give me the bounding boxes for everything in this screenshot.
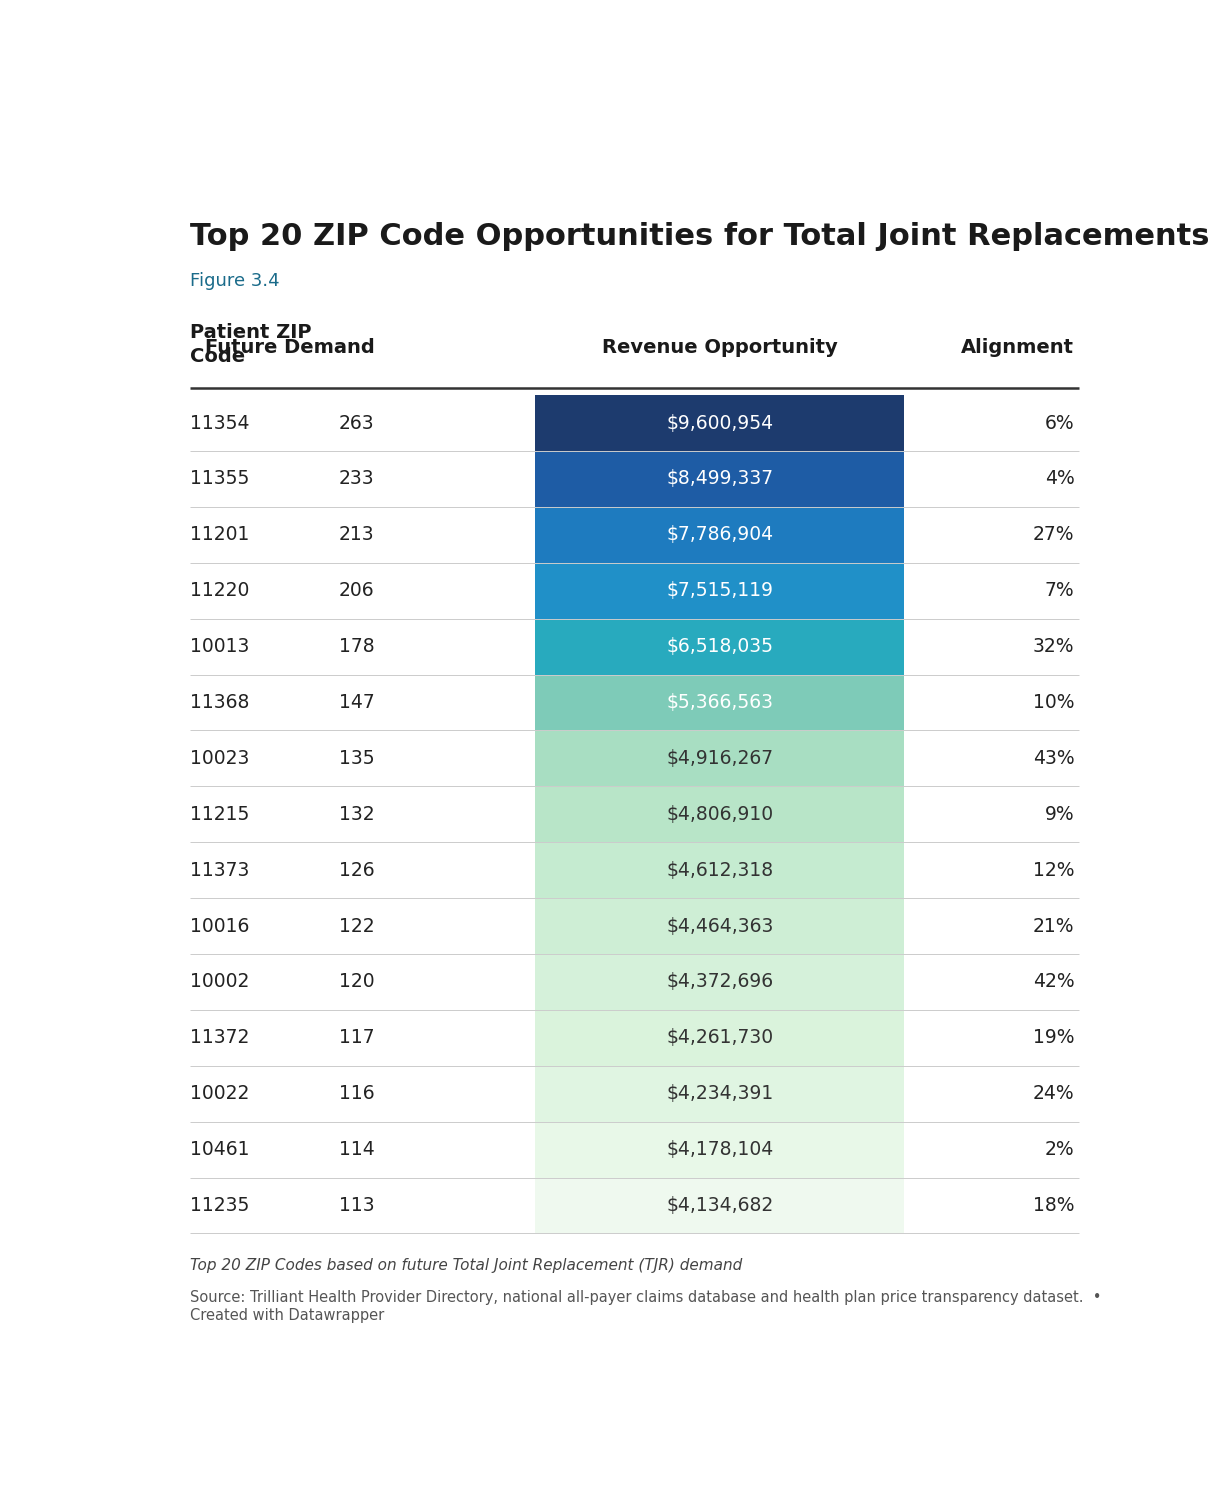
Text: 6%: 6% — [1044, 414, 1075, 432]
Text: Top 20 ZIP Codes based on future Total Joint Replacement (TJR) demand: Top 20 ZIP Codes based on future Total J… — [190, 1258, 743, 1273]
Text: $4,806,910: $4,806,910 — [666, 805, 773, 824]
Text: 42%: 42% — [1033, 972, 1075, 992]
Text: 7%: 7% — [1044, 581, 1075, 601]
Text: Top 20 ZIP Code Opportunities for Total Joint Replacements: Top 20 ZIP Code Opportunities for Total … — [190, 222, 1210, 251]
Text: $4,134,682: $4,134,682 — [666, 1196, 773, 1216]
Text: 122: 122 — [339, 917, 375, 936]
Text: 132: 132 — [339, 805, 375, 824]
Text: 11368: 11368 — [190, 693, 250, 713]
Text: $7,515,119: $7,515,119 — [666, 581, 773, 601]
Text: $9,600,954: $9,600,954 — [666, 414, 773, 432]
Text: 11355: 11355 — [190, 470, 250, 488]
Text: $4,178,104: $4,178,104 — [666, 1140, 773, 1160]
Bar — [536, 1010, 904, 1066]
Text: Revenue Opportunity: Revenue Opportunity — [601, 338, 838, 358]
Text: $4,464,363: $4,464,363 — [666, 917, 773, 936]
Bar — [536, 898, 904, 954]
Text: $4,234,391: $4,234,391 — [666, 1084, 773, 1104]
Text: $4,261,730: $4,261,730 — [666, 1028, 773, 1048]
Text: Figure 3.4: Figure 3.4 — [190, 272, 279, 290]
Text: $4,916,267: $4,916,267 — [666, 749, 773, 769]
Text: $4,372,696: $4,372,696 — [666, 972, 773, 992]
Text: 27%: 27% — [1033, 525, 1075, 544]
Text: $4,612,318: $4,612,318 — [666, 861, 773, 880]
Bar — [536, 787, 904, 843]
Text: 263: 263 — [339, 414, 375, 432]
Text: 120: 120 — [339, 972, 375, 992]
Text: 11372: 11372 — [190, 1028, 250, 1048]
Text: 206: 206 — [339, 581, 375, 601]
Text: 147: 147 — [339, 693, 375, 713]
Text: 10002: 10002 — [190, 972, 250, 992]
Text: 116: 116 — [339, 1084, 375, 1104]
Text: 9%: 9% — [1044, 805, 1075, 824]
Text: $8,499,337: $8,499,337 — [666, 470, 773, 488]
Bar — [536, 507, 904, 563]
Text: 10016: 10016 — [190, 917, 250, 936]
Bar — [536, 396, 904, 451]
Text: 10%: 10% — [1033, 693, 1075, 713]
Text: Patient ZIP
Code: Patient ZIP Code — [190, 323, 312, 365]
Bar — [536, 1066, 904, 1122]
Text: 11220: 11220 — [190, 581, 250, 601]
Bar — [536, 731, 904, 787]
Text: 213: 213 — [339, 525, 375, 544]
Bar — [536, 675, 904, 731]
Text: 135: 135 — [339, 749, 375, 769]
Text: 4%: 4% — [1044, 470, 1075, 488]
Text: $7,786,904: $7,786,904 — [666, 525, 773, 544]
Text: 113: 113 — [339, 1196, 375, 1216]
Text: 10013: 10013 — [190, 637, 250, 657]
Text: 114: 114 — [339, 1140, 375, 1160]
Text: 43%: 43% — [1033, 749, 1075, 769]
Text: Future Demand: Future Demand — [205, 338, 375, 358]
Text: 11373: 11373 — [190, 861, 250, 880]
Text: 11215: 11215 — [190, 805, 250, 824]
Text: Alignment: Alignment — [961, 338, 1075, 358]
Text: 10022: 10022 — [190, 1084, 250, 1104]
Bar — [536, 954, 904, 1010]
Text: Source: Trilliant Health Provider Directory, national all-payer claims database : Source: Trilliant Health Provider Direct… — [190, 1291, 1102, 1323]
Text: 18%: 18% — [1033, 1196, 1075, 1216]
Text: 126: 126 — [339, 861, 375, 880]
Text: 2%: 2% — [1044, 1140, 1075, 1160]
Bar — [536, 563, 904, 619]
Text: 11354: 11354 — [190, 414, 250, 432]
Text: 233: 233 — [339, 470, 375, 488]
Bar — [536, 843, 904, 898]
Text: 11201: 11201 — [190, 525, 250, 544]
Text: 32%: 32% — [1033, 637, 1075, 657]
Text: 24%: 24% — [1033, 1084, 1075, 1104]
Text: $6,518,035: $6,518,035 — [666, 637, 773, 657]
Text: 10461: 10461 — [190, 1140, 250, 1160]
Text: 117: 117 — [339, 1028, 375, 1048]
Text: 21%: 21% — [1033, 917, 1075, 936]
Text: 178: 178 — [339, 637, 375, 657]
Bar — [536, 1178, 904, 1234]
Text: 11235: 11235 — [190, 1196, 250, 1216]
Text: 10023: 10023 — [190, 749, 250, 769]
Bar — [536, 619, 904, 675]
Text: $5,366,563: $5,366,563 — [666, 693, 773, 713]
Text: 19%: 19% — [1033, 1028, 1075, 1048]
Bar — [536, 1122, 904, 1178]
Text: 12%: 12% — [1033, 861, 1075, 880]
Bar — [536, 451, 904, 507]
